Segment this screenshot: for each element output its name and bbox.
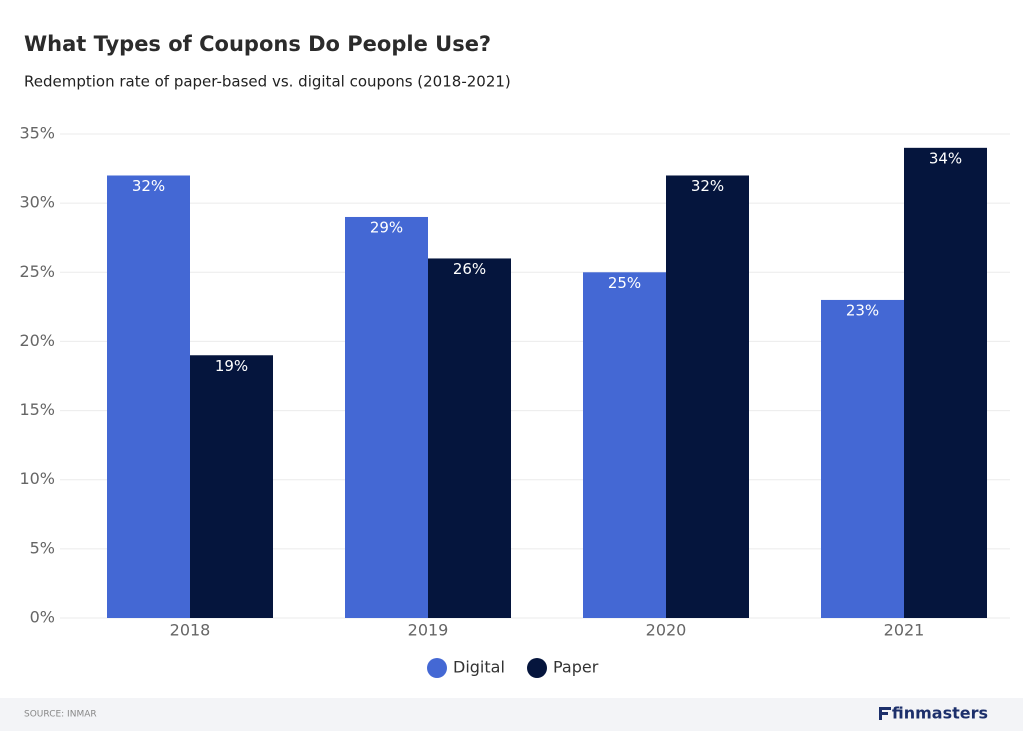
x-tick-label: 2021 — [884, 621, 925, 640]
value-label: 26% — [453, 260, 486, 278]
x-tick-label: 2018 — [170, 621, 211, 640]
logo-bar — [879, 707, 891, 710]
chart-title: What Types of Coupons Do People Use? — [24, 32, 491, 56]
y-tick-label: 30% — [19, 193, 55, 212]
brand: finmasters — [892, 704, 988, 723]
y-tick-label: 10% — [19, 469, 55, 488]
value-label: 23% — [846, 301, 879, 319]
footer-bar — [0, 698, 1023, 731]
y-tick-label: 20% — [19, 331, 55, 350]
legend-label: Digital — [453, 658, 505, 677]
legend-swatch — [427, 658, 447, 678]
bar — [904, 147, 987, 619]
bar — [583, 272, 666, 618]
value-label: 32% — [132, 177, 165, 195]
chart-subtitle: Redemption rate of paper-based vs. digit… — [24, 73, 511, 91]
y-tick-label: 25% — [19, 262, 55, 281]
legend-swatch — [527, 658, 547, 678]
y-tick-label: 35% — [19, 124, 55, 143]
logo-bar — [879, 712, 888, 715]
y-tick-label: 0% — [30, 608, 55, 627]
value-label: 19% — [215, 357, 248, 375]
logo-bar — [879, 707, 882, 720]
y-tick-label: 5% — [30, 538, 55, 557]
value-label: 29% — [370, 218, 403, 236]
value-label: 34% — [929, 149, 962, 167]
bar — [428, 258, 511, 618]
bar — [345, 216, 428, 618]
value-label: 25% — [608, 274, 641, 292]
x-tick-label: 2019 — [408, 621, 449, 640]
source-note: SOURCE: INMAR — [24, 710, 97, 720]
bar — [107, 175, 190, 618]
brand-logo — [879, 707, 891, 720]
x-tick-label: 2020 — [646, 621, 687, 640]
bar — [190, 355, 273, 618]
legend-label: Paper — [553, 658, 599, 677]
bar — [821, 299, 904, 618]
bar — [666, 175, 749, 618]
y-tick-label: 15% — [19, 400, 55, 419]
value-label: 32% — [691, 177, 724, 195]
